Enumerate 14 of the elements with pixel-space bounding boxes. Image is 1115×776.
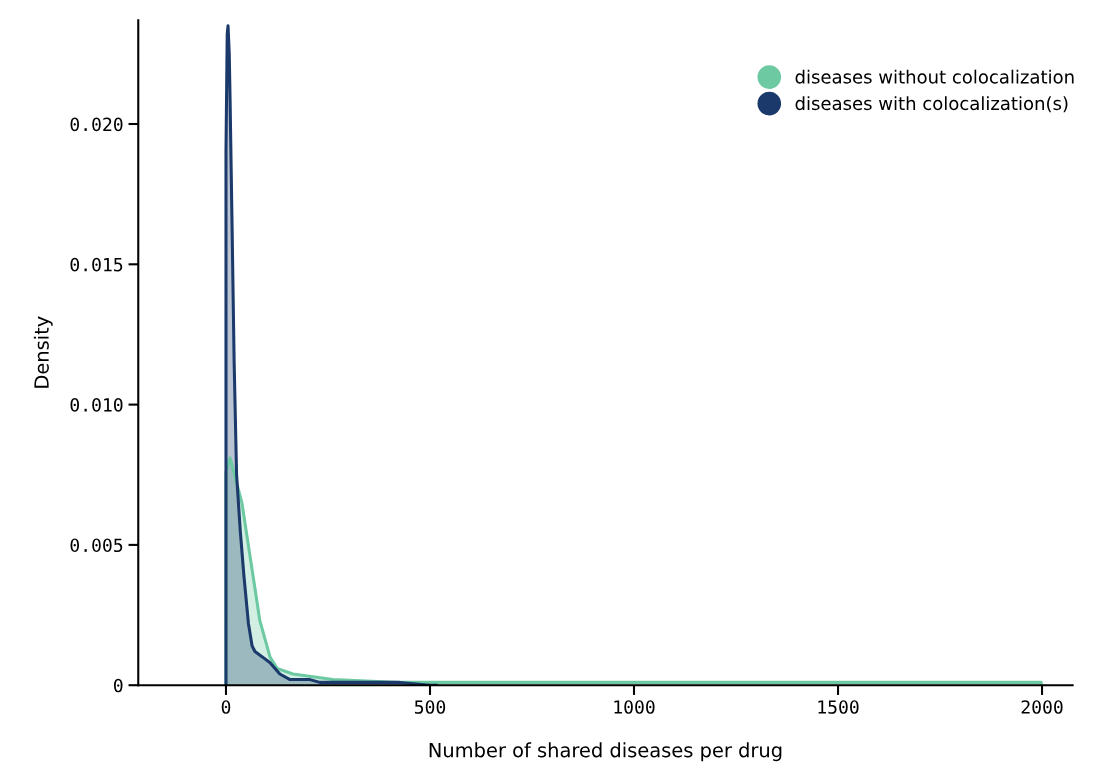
y-tick-label: 0.015	[70, 257, 123, 272]
legend-label: diseases with colocalization(s)	[795, 96, 1068, 113]
y-tick-label: 0.020	[70, 117, 123, 132]
y-axis-title: Density	[33, 316, 53, 388]
y-tick-label: 0.005	[70, 538, 123, 553]
x-tick-label: 1500	[818, 700, 859, 714]
legend-label: diseases without colocalization	[795, 69, 1074, 84]
x-tick-label: 1000	[614, 700, 655, 714]
y-tick-label: 0	[113, 678, 123, 693]
x-axis-title: Number of shared diseases per drug	[429, 742, 782, 762]
x-tick-label: 0	[221, 700, 231, 714]
y-tick-label: 0.010	[70, 398, 123, 412]
x-tick-label: 2000	[1021, 700, 1063, 714]
x-tick-label: 500	[414, 700, 446, 714]
